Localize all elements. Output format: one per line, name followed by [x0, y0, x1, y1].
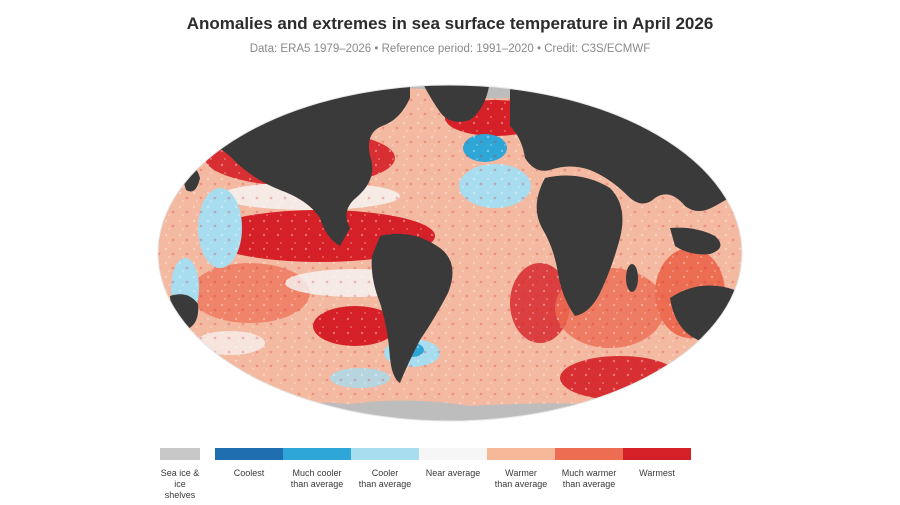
legend: Sea ice & ice shelves Coolest Much coole…: [160, 448, 720, 500]
page-title: Anomalies and extremes in sea surface te…: [186, 14, 714, 33]
world-map: [150, 78, 750, 428]
legend-label: Warmest: [639, 468, 675, 478]
legend-label: Warmer than average: [494, 468, 548, 489]
legend-item-cooler: Cooler than average: [351, 448, 419, 498]
antarctic-sea-ice: [158, 400, 742, 421]
legend-label: Much cooler than average: [290, 468, 344, 489]
texture-overlay: [158, 85, 742, 421]
legend-label: Coolest: [233, 468, 265, 478]
legend-swatch: [623, 448, 691, 460]
page-subtitle: Data: ERA5 1979–2026 • Reference period:…: [249, 43, 651, 55]
legend-swatch: [283, 448, 351, 460]
legend-item-warmest: Warmest: [623, 448, 691, 498]
legend-swatch: [555, 448, 623, 460]
legend-item-near-average: Near average: [419, 448, 487, 498]
legend-item-warmer: Warmer than average: [487, 448, 555, 498]
legend-label: Cooler than average: [358, 468, 412, 489]
legend-item-coolest: Coolest: [215, 448, 283, 498]
legend-item-much-warmer: Much warmer than average: [555, 448, 623, 498]
legend-swatch: [351, 448, 419, 460]
legend-swatch: [419, 448, 487, 460]
legend-label: Sea ice & ice shelves: [160, 468, 200, 500]
legend-label: Much warmer than average: [561, 468, 617, 489]
legend-swatch: [160, 448, 200, 460]
legend-label: Near average: [425, 468, 481, 478]
world-map-svg: [157, 84, 743, 422]
legend-item-sea-ice: Sea ice & ice shelves: [160, 448, 200, 500]
legend-swatch: [215, 448, 283, 460]
map-ocean-layer: [158, 85, 742, 421]
globe-outline: [157, 84, 743, 422]
legend-swatch: [487, 448, 555, 460]
legend-item-much-cooler: Much cooler than average: [283, 448, 351, 498]
